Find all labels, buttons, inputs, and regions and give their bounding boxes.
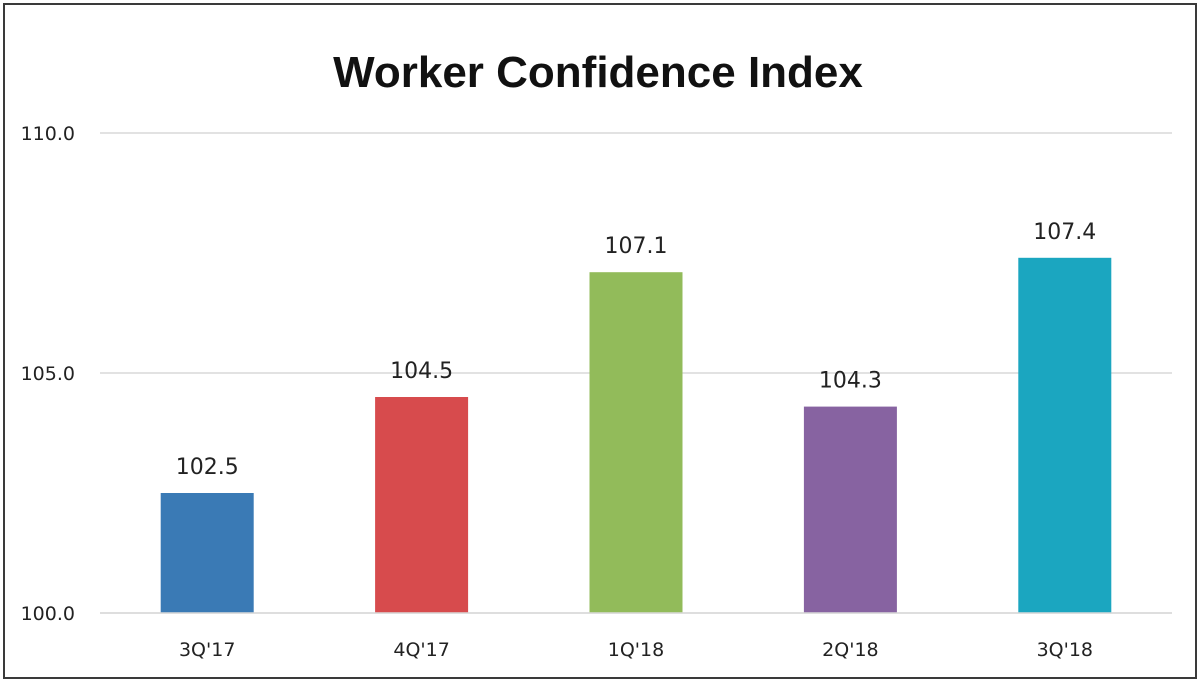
- data-label: 104.5: [390, 359, 453, 384]
- bar: [160, 493, 254, 613]
- x-tick-label: 1Q'18: [608, 639, 664, 661]
- data-label: 107.4: [1033, 220, 1096, 245]
- x-tick-label: 3Q'17: [179, 639, 235, 661]
- x-tick-label: 2Q'18: [822, 639, 878, 661]
- bars: [160, 257, 1112, 613]
- y-tick-label: 105.0: [21, 363, 75, 385]
- chart-title: Worker Confidence Index: [333, 48, 863, 97]
- data-label: 102.5: [176, 455, 239, 480]
- data-label: 104.3: [819, 369, 882, 394]
- x-tick-label: 4Q'17: [393, 639, 449, 661]
- bar: [375, 397, 469, 613]
- y-tick-label: 100.0: [21, 603, 75, 625]
- data-label: 107.1: [605, 234, 668, 259]
- y-tick-label: 110.0: [21, 123, 75, 145]
- bar: [589, 272, 683, 613]
- data-labels: 102.5 104.5 107.1 104.3 107.4: [176, 220, 1097, 480]
- x-axis-categories: 3Q'17 4Q'17 1Q'18 2Q'18 3Q'18: [179, 639, 1093, 661]
- bar: [803, 406, 897, 613]
- y-axis-ticks: 100.0 105.0 110.0: [21, 123, 75, 625]
- bar: [1018, 257, 1112, 613]
- x-tick-label: 3Q'18: [1037, 639, 1093, 661]
